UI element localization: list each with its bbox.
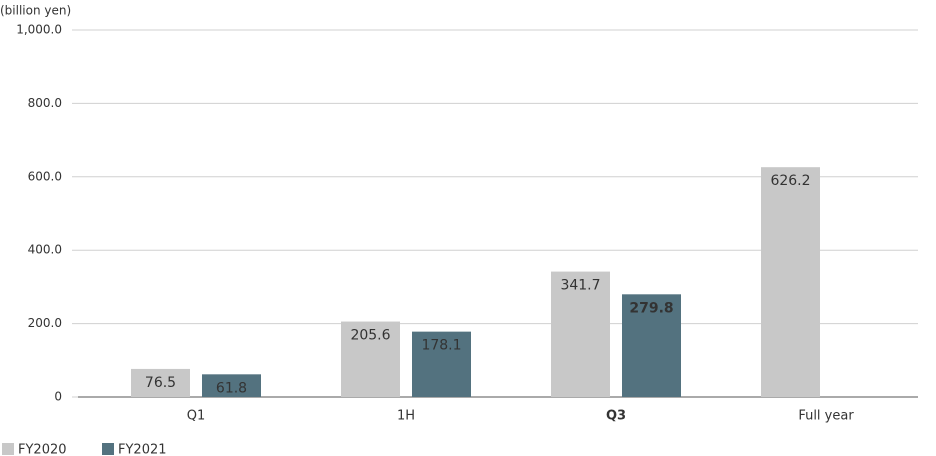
legend-label: FY2021	[118, 443, 167, 456]
y-tick-label: 800.0	[28, 96, 62, 110]
bar	[412, 331, 471, 397]
x-tick-label: Q1	[187, 409, 206, 424]
value-label: 205.6	[350, 328, 390, 344]
x-tick-label: 1H	[397, 409, 415, 424]
value-label: 279.8	[629, 300, 673, 316]
x-tick-label: Full year	[798, 409, 854, 424]
y-tick-label: 400.0	[28, 243, 62, 257]
bar	[622, 294, 681, 397]
legend-swatch	[102, 443, 114, 455]
bar	[551, 271, 610, 397]
bar	[202, 374, 261, 397]
bar	[341, 321, 400, 397]
y-tick-label: 0	[54, 390, 62, 404]
legend-swatch	[2, 443, 14, 455]
value-label: 341.7	[560, 278, 600, 294]
y-tick-label: 1,000.0	[16, 23, 62, 37]
bar	[131, 368, 190, 397]
y-tick-label: 200.0	[28, 316, 62, 330]
value-label: 61.8	[216, 380, 247, 396]
y-tick-label: 600.0	[28, 169, 62, 183]
value-label: 626.2	[770, 173, 810, 189]
value-label: 76.5	[145, 375, 176, 391]
unit-label: (billion yen)	[0, 4, 71, 18]
x-tick-label: Q3	[606, 409, 626, 424]
bar	[761, 167, 820, 397]
legend-label: FY2020	[18, 443, 67, 456]
value-label: 178.1	[421, 338, 461, 354]
